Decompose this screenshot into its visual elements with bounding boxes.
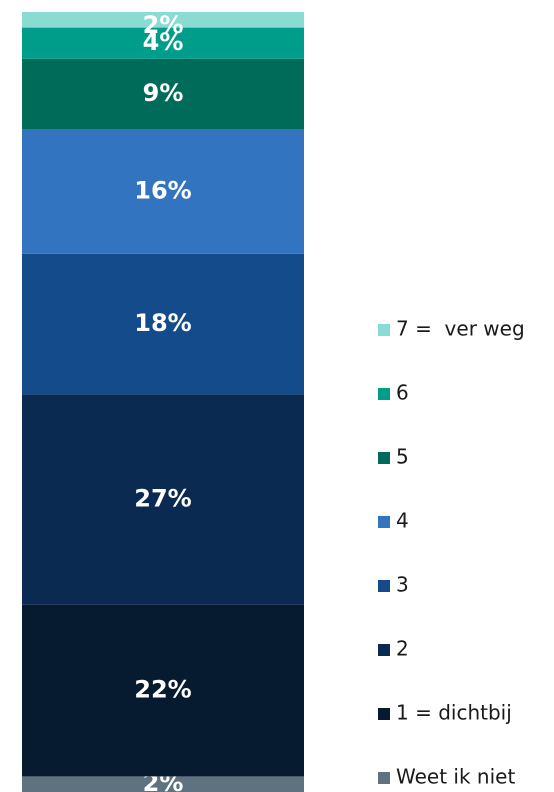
legend-swatch bbox=[378, 644, 390, 656]
data-label: 2% bbox=[143, 11, 184, 39]
legend-label: 7 = ver weg bbox=[396, 317, 525, 341]
bar-segment bbox=[22, 604, 304, 777]
data-label: 4% bbox=[143, 28, 184, 56]
data-label: 18% bbox=[134, 309, 191, 337]
data-label: 22% bbox=[134, 676, 191, 704]
legend-swatch bbox=[378, 772, 390, 784]
bar-segment bbox=[22, 27, 304, 59]
legend-label: 2 bbox=[396, 637, 409, 661]
legend-label: 6 bbox=[396, 381, 409, 405]
legend-swatch bbox=[378, 708, 390, 720]
legend-label: 1 = dichtbij bbox=[396, 701, 512, 725]
legend-swatch bbox=[378, 452, 390, 464]
data-label: 27% bbox=[134, 485, 191, 513]
data-label: 9% bbox=[143, 79, 184, 107]
legend-swatch bbox=[378, 324, 390, 336]
legend-swatch bbox=[378, 580, 390, 592]
bar-segment bbox=[22, 129, 304, 254]
legend-swatch bbox=[378, 516, 390, 528]
bar-segment bbox=[22, 12, 304, 28]
bar-segment bbox=[22, 776, 304, 792]
legend-label: 4 bbox=[396, 509, 409, 533]
data-label: 16% bbox=[134, 176, 191, 204]
legend-label: 3 bbox=[396, 573, 409, 597]
legend-label: Weet ik niet bbox=[396, 765, 515, 789]
bar-segment bbox=[22, 394, 304, 605]
bar-segment bbox=[22, 58, 304, 129]
legend-label: 5 bbox=[396, 445, 409, 469]
bar-segment bbox=[22, 253, 304, 395]
legend-swatch bbox=[378, 388, 390, 400]
